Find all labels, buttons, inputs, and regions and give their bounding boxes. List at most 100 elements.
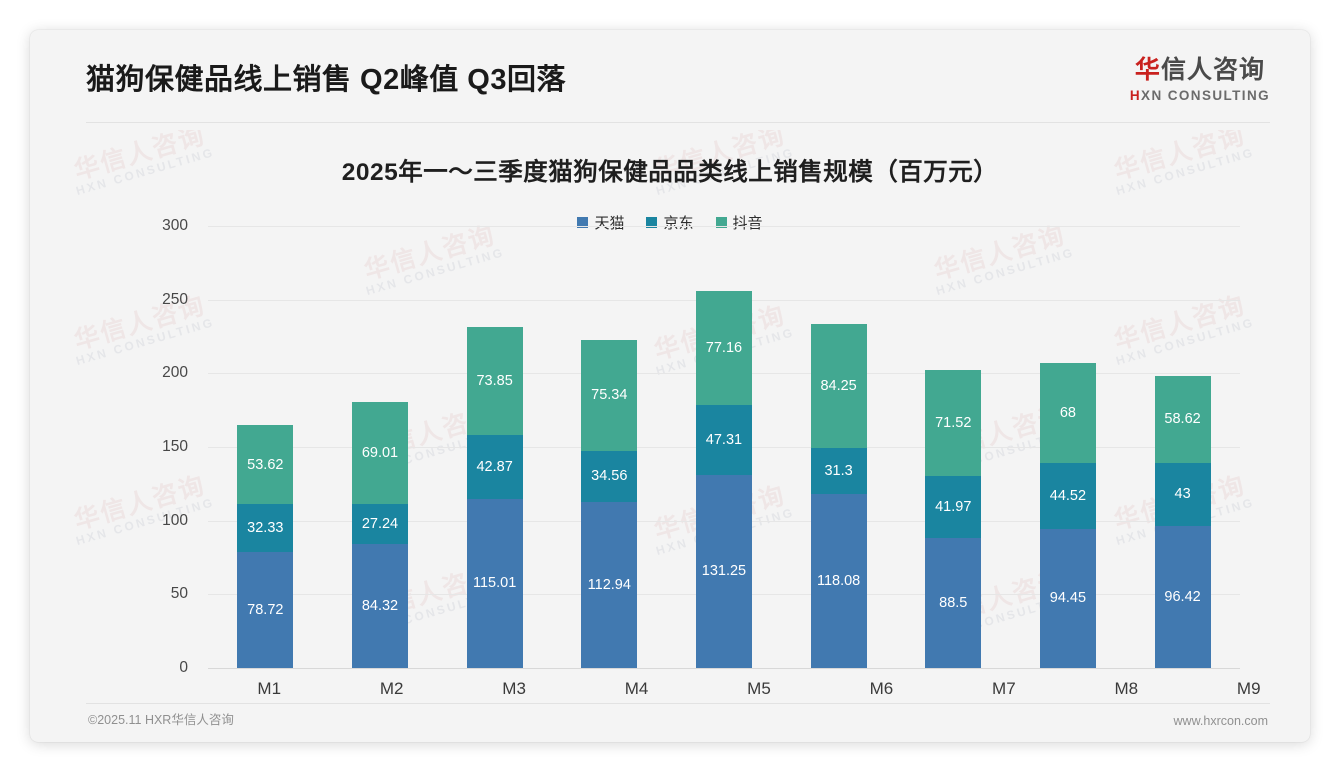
y-axis-tick-label: 0 — [179, 659, 188, 676]
logo-chinese-accent: 华 — [1134, 56, 1161, 84]
y-axis-tick-label: 100 — [162, 511, 188, 529]
bar-segment[interactable]: 78.72 — [237, 552, 294, 668]
y-axis-tick-label: 200 — [162, 364, 188, 382]
bar-value-label: 96.42 — [1164, 588, 1201, 605]
bar-segment[interactable]: 94.45 — [1039, 528, 1096, 668]
bar-segment[interactable]: 44.52 — [1039, 463, 1096, 529]
bar-segment[interactable]: 71.52 — [925, 370, 982, 476]
bar-segment[interactable]: 47.31 — [695, 404, 752, 475]
bar-value-label: 34.56 — [591, 468, 628, 485]
legend-label: 天猫 — [594, 215, 625, 232]
bar-group-M9[interactable]: 96.42 43 58.62 — [1154, 376, 1211, 668]
bar-value-label: 84.25 — [820, 377, 857, 394]
bar-value-label: 112.94 — [587, 576, 631, 593]
bar-value-label: 53.62 — [247, 456, 284, 473]
bar-segment[interactable]: 34.56 — [581, 450, 638, 502]
bar-group-M6[interactable]: 118.08 31.3 84.25 — [810, 323, 867, 668]
legend-swatch-icon — [577, 217, 589, 228]
x-axis-tick-label: M4 — [624, 679, 649, 698]
chart-legend: 天猫 京东 抖音 — [30, 212, 1310, 233]
legend-item-京东[interactable]: 京东 — [646, 212, 694, 233]
bar-segment[interactable]: 115.01 — [466, 498, 523, 668]
bar-segment[interactable]: 43 — [1154, 462, 1211, 526]
bar-segment[interactable]: 118.08 — [810, 494, 867, 668]
legend-label: 抖音 — [732, 215, 763, 232]
bar-segment[interactable]: 58.62 — [1154, 376, 1211, 463]
bar-value-label: 94.45 — [1049, 590, 1087, 607]
x-axis-tick-label: M2 — [379, 679, 404, 698]
bar-group-M1[interactable]: 78.72 32.33 53.62 — [237, 425, 294, 668]
legend-swatch-icon — [715, 217, 727, 228]
slide-header: 猫狗保健品线上销售 Q2峰值 Q3回落 华信人咨询 HXN CONSULTING — [30, 30, 1310, 122]
bar-value-label: 88.5 — [939, 594, 968, 611]
legend-item-抖音[interactable]: 抖音 — [715, 212, 763, 233]
bar-segment[interactable]: 31.3 — [810, 447, 867, 495]
bar-group-M5[interactable]: 131.25 47.31 77.16 — [695, 291, 752, 668]
bar-value-label: 31.3 — [824, 462, 853, 479]
x-axis-tick-label: M3 — [502, 679, 526, 698]
bar-value-label: 43 — [1174, 486, 1191, 503]
bar-segment[interactable]: 77.16 — [695, 291, 752, 405]
bar-segment[interactable]: 131.25 — [695, 474, 752, 668]
bar-segment[interactable]: 27.24 — [351, 503, 408, 544]
x-axis-tick-label: M1 — [257, 679, 282, 698]
bar-group-M2[interactable]: 84.32 27.24 69.01 — [351, 401, 408, 668]
gridline — [208, 226, 1240, 227]
bar-segment[interactable]: 41.97 — [925, 475, 982, 538]
gridline — [208, 668, 1240, 669]
legend-swatch-icon — [646, 217, 658, 228]
bar-value-label: 115.01 — [473, 575, 517, 592]
x-axis: M1 M2 M3 M4 M5 M6 M7 M8 M9 — [208, 672, 1310, 706]
bar-value-label: 68 — [1059, 405, 1076, 422]
bar-value-label: 44.52 — [1049, 488, 1087, 505]
footer-copyright: ©2025.11 HXR华信人咨询 — [88, 713, 234, 727]
page-title: 猫狗保健品线上销售 Q2峰值 Q3回落 — [86, 64, 566, 96]
bar-value-label: 73.85 — [476, 373, 513, 389]
bar-group-M3[interactable]: 115.01 42.87 73.85 — [466, 326, 523, 668]
header-divider — [86, 122, 1270, 123]
bar-value-label: 84.32 — [361, 597, 399, 614]
bar-value-label: 69.01 — [361, 444, 399, 461]
bar-segment[interactable]: 32.33 — [237, 504, 294, 553]
bar-value-label: 78.72 — [247, 602, 284, 619]
bar-segment[interactable]: 42.87 — [466, 435, 523, 499]
bar-group-M4[interactable]: 112.94 34.56 75.34 — [581, 339, 638, 668]
chart-plot-area: 0 50 100 150 200 250 300 78.72 32.33 53.62 84.32 2… — [130, 217, 1240, 676]
chart-title: 2025年一～三季度猫狗保健品品类线上销售规模（百万元） — [341, 159, 999, 186]
bar-segment[interactable]: 73.85 — [466, 326, 523, 436]
bar-segment[interactable]: 53.62 — [237, 425, 294, 505]
bar-value-label: 32.33 — [247, 520, 284, 537]
bar-segment[interactable]: 84.32 — [351, 543, 408, 668]
y-axis-tick-label: 50 — [170, 585, 188, 603]
bar-segment[interactable]: 88.5 — [925, 537, 982, 668]
bar-segment[interactable]: 84.25 — [810, 323, 867, 448]
bar-segment[interactable]: 96.42 — [1154, 525, 1211, 668]
bar-series-container: 78.72 32.33 53.62 84.32 27.24 69.01 115.01 42.8… — [208, 226, 1240, 668]
bar-segment[interactable]: 112.94 — [581, 501, 638, 668]
bar-value-label: 47.31 — [705, 431, 743, 448]
logo-english: HXN CONSULTING — [1130, 89, 1270, 103]
bar-segment[interactable]: 75.34 — [581, 339, 638, 451]
y-axis-tick-label: 300 — [162, 217, 188, 234]
bar-value-label: 41.97 — [935, 498, 972, 515]
logo-english-accent: H — [1129, 88, 1142, 103]
x-axis-tick-label: M5 — [747, 679, 771, 698]
logo-chinese: 华信人咨询 — [1130, 58, 1270, 83]
bar-value-label: 27.24 — [361, 515, 399, 532]
bar-value-label: 58.62 — [1164, 411, 1201, 428]
bar-segment[interactable]: 68 — [1039, 363, 1096, 464]
brand-logo: 华信人咨询 HXN CONSULTING — [1130, 58, 1270, 103]
bar-value-label: 75.34 — [591, 387, 628, 404]
bar-value-label: 131.25 — [701, 563, 747, 580]
bar-segment[interactable]: 69.01 — [351, 401, 408, 504]
y-axis-tick-label: 250 — [162, 290, 188, 308]
slide-card: 猫狗保健品线上销售 Q2峰值 Q3回落 华信人咨询 HXN CONSULTING… — [30, 30, 1310, 742]
logo-chinese-rest: 信人咨询 — [1160, 56, 1265, 84]
bar-value-label: 77.16 — [705, 340, 743, 357]
bar-value-label: 42.87 — [476, 458, 513, 475]
legend-item-天猫[interactable]: 天猫 — [577, 212, 624, 233]
bar-group-M7[interactable]: 88.5 41.97 71.52 — [925, 370, 982, 668]
footer-divider — [86, 703, 1270, 704]
bar-group-M8[interactable]: 94.45 44.52 68 — [1039, 363, 1096, 668]
bar-value-label: 118.08 — [816, 573, 861, 590]
